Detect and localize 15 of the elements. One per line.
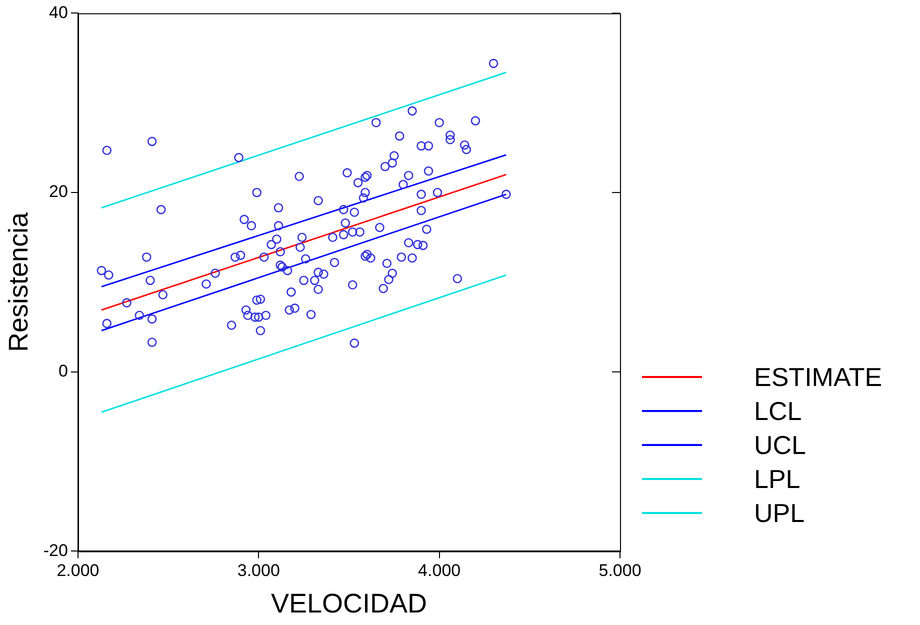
y-tick-label: 0 [58,362,68,381]
legend-label: LPL [754,464,800,494]
y-axis-title: Resistencia [4,211,34,352]
legend-label: UCL [754,430,806,460]
x-tick-label: 5.000 [598,561,642,580]
x-tick-label: 4.000 [418,561,461,580]
x-tick-label: 2.000 [56,561,100,580]
legend-label: ESTIMATE [754,362,882,392]
y-tick-label: -20 [43,540,68,560]
x-axis-title: VELOCIDAD [270,588,428,618]
y-tick-label: 20 [49,182,68,202]
legend-label: UPL [754,498,805,528]
y-tick-label: 40 [49,2,68,22]
legend-label: LCL [754,396,802,426]
x-tick-label: 3.000 [237,561,280,580]
